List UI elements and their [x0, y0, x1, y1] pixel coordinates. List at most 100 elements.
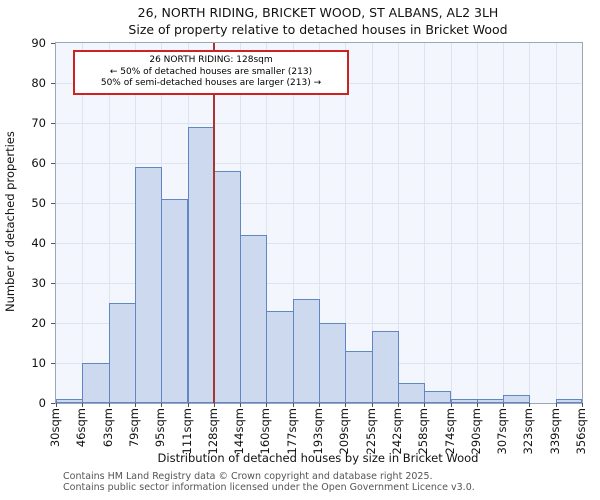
x-tick-label: 193sqm	[311, 408, 325, 455]
plot-area: 26 NORTH RIDING: 128sqm ← 50% of detache…	[55, 42, 583, 404]
annotation-line-2: ← 50% of detached houses are smaller (21…	[109, 66, 313, 77]
chart-subtitle: Size of property relative to detached ho…	[128, 22, 508, 37]
y-tick-label: 30	[31, 276, 46, 290]
y-tick-mark	[51, 163, 55, 164]
x-tick-label: 111sqm	[179, 408, 194, 455]
histogram-bar	[266, 311, 294, 403]
x-tick-label: 46sqm	[74, 408, 89, 448]
x-tick-mark	[345, 403, 347, 407]
x-tick-mark	[319, 403, 320, 407]
x-tick-mark	[134, 403, 136, 407]
x-tick-mark	[529, 403, 531, 407]
histogram-bar	[213, 171, 242, 403]
x-gridline	[266, 43, 268, 403]
histogram-bar	[424, 391, 452, 403]
x-tick-label: 290sqm	[468, 408, 483, 455]
x-tick-label: 274sqm	[442, 408, 457, 455]
histogram-bar	[292, 299, 320, 403]
y-tick-mark	[51, 123, 55, 124]
x-tick-mark	[266, 403, 268, 407]
x-tick-mark	[450, 403, 452, 407]
y-tick-mark	[51, 403, 55, 404]
x-gridline	[319, 43, 320, 403]
x-tick-mark	[555, 403, 557, 407]
x-tick-label: 79sqm	[126, 408, 141, 448]
annotation-line-3: 50% of semi-detached houses are larger (…	[100, 78, 322, 88]
x-gridline	[371, 43, 373, 403]
histogram-bar	[397, 383, 426, 403]
x-gridline	[345, 43, 347, 403]
x-gridline	[529, 43, 531, 403]
histogram-bar	[56, 399, 84, 403]
y-tick-mark	[51, 323, 55, 324]
x-tick-label: 356sqm	[574, 408, 588, 455]
y-tick-mark	[51, 83, 55, 84]
x-tick-label: 323sqm	[521, 408, 536, 455]
x-gridline	[108, 43, 110, 403]
x-tick-label: 258sqm	[416, 408, 431, 455]
x-tick-label: 128sqm	[205, 408, 220, 455]
x-tick-mark	[56, 403, 57, 407]
attribution-line-1: Contains HM Land Registry data © Crown c…	[63, 471, 433, 482]
x-gridline	[424, 43, 426, 403]
x-axis-title: Distribution of detached houses by size …	[157, 451, 479, 465]
y-tick-label: 70	[31, 116, 46, 130]
histogram-bar	[476, 399, 505, 403]
histogram-bar	[240, 235, 268, 403]
y-tick-label: 10	[31, 356, 46, 370]
y-tick-label: 0	[38, 396, 46, 410]
x-tick-label: 339sqm	[547, 408, 562, 455]
y-tick-label: 80	[31, 76, 46, 90]
histogram-bar	[82, 363, 110, 403]
x-tick-label: 209sqm	[337, 408, 352, 455]
x-tick-mark	[476, 403, 478, 407]
annotation-line-1: 26 NORTH RIDING: 128sqm	[149, 55, 273, 65]
x-tick-mark	[213, 403, 215, 407]
histogram-bar	[555, 399, 582, 403]
x-tick-label: 160sqm	[258, 408, 273, 455]
attribution-line-2: Contains public sector information licen…	[63, 482, 475, 493]
x-tick-mark	[161, 403, 163, 407]
x-tick-label: 242sqm	[389, 408, 404, 455]
x-tick-label: 177sqm	[284, 408, 299, 455]
x-gridline	[450, 43, 452, 403]
histogram-bar	[161, 199, 189, 403]
x-tick-mark	[240, 403, 242, 407]
x-gridline	[292, 43, 294, 403]
x-tick-mark	[582, 403, 583, 407]
histogram-bar	[371, 331, 399, 403]
x-tick-mark	[397, 403, 399, 407]
x-gridline	[476, 43, 478, 403]
x-tick-label: 30sqm	[48, 408, 62, 448]
x-tick-label: 225sqm	[363, 408, 378, 455]
x-tick-mark	[371, 403, 373, 407]
x-gridline	[555, 43, 557, 403]
histogram-bar	[345, 351, 373, 403]
x-tick-mark	[503, 403, 505, 407]
histogram-bar	[503, 395, 531, 403]
x-tick-mark	[292, 403, 294, 407]
y-tick-mark	[51, 243, 55, 244]
x-gridline	[397, 43, 399, 403]
histogram-bar	[319, 323, 347, 403]
y-tick-label: 50	[31, 196, 46, 210]
y-tick-mark	[51, 43, 55, 44]
y-axis-title: Number of detached properties	[3, 131, 17, 313]
y-tick-label: 90	[31, 36, 46, 50]
x-tick-label: 307sqm	[495, 408, 510, 455]
x-tick-mark	[82, 403, 84, 407]
x-tick-label: 144sqm	[232, 408, 247, 455]
histogram-bar	[187, 127, 215, 403]
y-tick-label: 40	[31, 236, 46, 250]
subject-property-marker-line	[212, 43, 215, 403]
y-tick-mark	[51, 203, 55, 204]
histogram-bar	[134, 167, 163, 403]
x-tick-label: 95sqm	[153, 408, 168, 448]
x-tick-mark	[424, 403, 426, 407]
annotation-box: 26 NORTH RIDING: 128sqm ← 50% of detache…	[73, 50, 349, 95]
y-tick-mark	[51, 283, 55, 284]
histogram-bar	[450, 399, 478, 403]
y-tick-label: 60	[31, 156, 46, 170]
x-tick-label: 63sqm	[100, 408, 115, 448]
